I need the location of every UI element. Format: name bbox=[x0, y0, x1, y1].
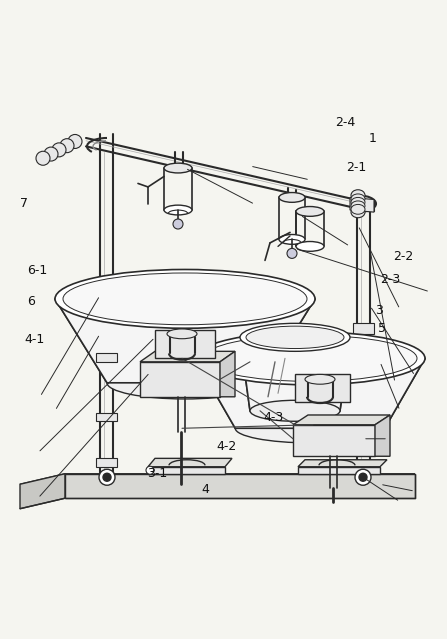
Text: 6: 6 bbox=[27, 295, 35, 308]
Ellipse shape bbox=[235, 413, 385, 443]
Polygon shape bbox=[140, 362, 220, 397]
Ellipse shape bbox=[68, 134, 82, 148]
Ellipse shape bbox=[203, 335, 417, 381]
Text: 2-4: 2-4 bbox=[335, 116, 355, 129]
Ellipse shape bbox=[351, 201, 365, 211]
Text: 2-2: 2-2 bbox=[393, 250, 413, 263]
Polygon shape bbox=[140, 351, 235, 362]
Ellipse shape bbox=[296, 206, 324, 217]
Ellipse shape bbox=[195, 332, 425, 385]
Polygon shape bbox=[96, 413, 117, 421]
Polygon shape bbox=[96, 353, 117, 362]
Text: 7: 7 bbox=[20, 197, 28, 210]
Ellipse shape bbox=[36, 151, 50, 166]
Ellipse shape bbox=[164, 163, 192, 173]
Text: 2-3: 2-3 bbox=[380, 273, 400, 286]
Text: 1: 1 bbox=[369, 132, 377, 145]
Polygon shape bbox=[293, 425, 375, 456]
Polygon shape bbox=[148, 466, 225, 473]
Polygon shape bbox=[298, 459, 387, 466]
Polygon shape bbox=[148, 458, 232, 466]
Circle shape bbox=[355, 469, 371, 485]
Circle shape bbox=[359, 473, 367, 481]
Polygon shape bbox=[295, 374, 350, 403]
Polygon shape bbox=[20, 473, 65, 509]
Circle shape bbox=[287, 249, 297, 258]
Text: 4-3: 4-3 bbox=[264, 412, 284, 424]
Ellipse shape bbox=[52, 143, 66, 157]
Ellipse shape bbox=[296, 242, 324, 251]
Ellipse shape bbox=[44, 147, 58, 161]
Text: 4-1: 4-1 bbox=[25, 333, 45, 346]
Polygon shape bbox=[220, 351, 235, 397]
Ellipse shape bbox=[351, 201, 365, 212]
Polygon shape bbox=[155, 330, 215, 358]
Circle shape bbox=[99, 469, 115, 485]
Polygon shape bbox=[353, 323, 374, 334]
Ellipse shape bbox=[63, 273, 307, 325]
Circle shape bbox=[103, 473, 111, 481]
Ellipse shape bbox=[55, 270, 315, 328]
Ellipse shape bbox=[351, 197, 365, 207]
Ellipse shape bbox=[351, 196, 365, 206]
Circle shape bbox=[146, 466, 154, 474]
Ellipse shape bbox=[250, 400, 340, 421]
Polygon shape bbox=[375, 415, 390, 456]
Text: 4-2: 4-2 bbox=[217, 440, 237, 454]
Polygon shape bbox=[353, 199, 374, 212]
Ellipse shape bbox=[351, 204, 365, 214]
Text: 4: 4 bbox=[201, 483, 209, 496]
Text: 2-1: 2-1 bbox=[346, 161, 367, 174]
Text: 3: 3 bbox=[375, 304, 384, 317]
Circle shape bbox=[173, 219, 183, 229]
Ellipse shape bbox=[240, 323, 350, 351]
Polygon shape bbox=[55, 299, 315, 383]
Polygon shape bbox=[96, 458, 117, 466]
Ellipse shape bbox=[351, 206, 365, 218]
Ellipse shape bbox=[164, 205, 192, 215]
Polygon shape bbox=[65, 473, 415, 498]
Polygon shape bbox=[240, 337, 350, 411]
Text: 3-1: 3-1 bbox=[148, 467, 168, 481]
Ellipse shape bbox=[279, 235, 305, 244]
Text: 5: 5 bbox=[378, 322, 386, 335]
Ellipse shape bbox=[167, 329, 197, 339]
Polygon shape bbox=[20, 473, 415, 484]
Ellipse shape bbox=[246, 326, 344, 348]
Ellipse shape bbox=[107, 367, 263, 399]
Polygon shape bbox=[293, 415, 390, 425]
Text: 6-1: 6-1 bbox=[27, 264, 47, 277]
Ellipse shape bbox=[279, 192, 305, 203]
Ellipse shape bbox=[60, 139, 74, 153]
Polygon shape bbox=[350, 197, 374, 212]
Polygon shape bbox=[195, 358, 425, 428]
Polygon shape bbox=[298, 466, 380, 473]
Ellipse shape bbox=[351, 190, 365, 201]
Ellipse shape bbox=[351, 194, 365, 204]
Ellipse shape bbox=[305, 374, 335, 384]
